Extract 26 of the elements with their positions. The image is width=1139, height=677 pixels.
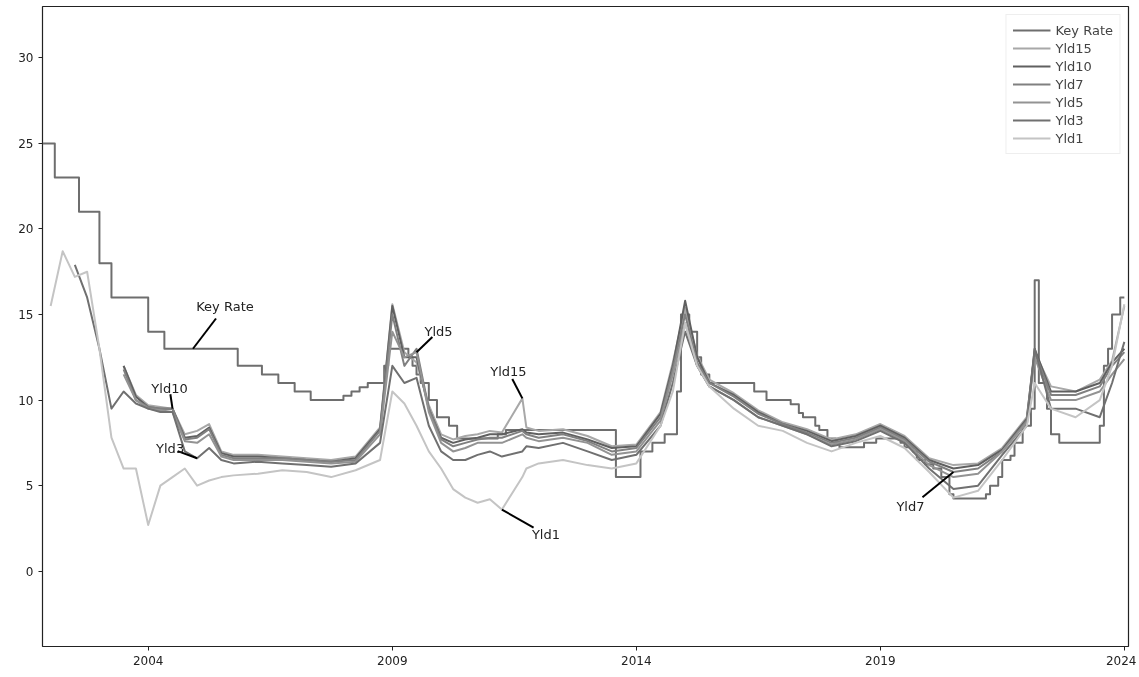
y-tick-label: 10 xyxy=(18,393,34,408)
x-tick-label: 2004 xyxy=(132,653,164,668)
x-tick-label: 2014 xyxy=(621,653,652,668)
y-tick-label: 5 xyxy=(25,479,34,494)
legend-label: Yld15 xyxy=(1055,39,1092,57)
annotation: Yld15 xyxy=(489,363,527,379)
y-tick-label: 30 xyxy=(18,51,34,66)
legend-label: Yld7 xyxy=(1055,75,1084,93)
y-tick-label: 25 xyxy=(18,136,34,151)
x-tick-label: 2024 xyxy=(1105,653,1137,668)
legend-label: Yld1 xyxy=(1055,129,1084,147)
legend-label: Yld10 xyxy=(1055,57,1092,75)
legend-label: Yld5 xyxy=(1055,93,1084,111)
x-tick-label: 2019 xyxy=(865,653,896,668)
x-tick-label: 2009 xyxy=(377,653,408,668)
y-tick-label: 15 xyxy=(18,308,34,323)
annotation: Yld7 xyxy=(895,499,925,515)
annotation: Yld5 xyxy=(423,323,453,339)
y-tick-label: 0 xyxy=(25,564,34,579)
annotation: Yld3 xyxy=(155,440,185,456)
annotation: Key Rate xyxy=(196,299,254,315)
y-tick-label: 20 xyxy=(18,222,34,237)
legend-label: Yld3 xyxy=(1055,111,1084,129)
annotation: Yld1 xyxy=(530,527,560,543)
annotation: Yld10 xyxy=(150,381,188,397)
legend-label: Key Rate xyxy=(1055,21,1113,39)
